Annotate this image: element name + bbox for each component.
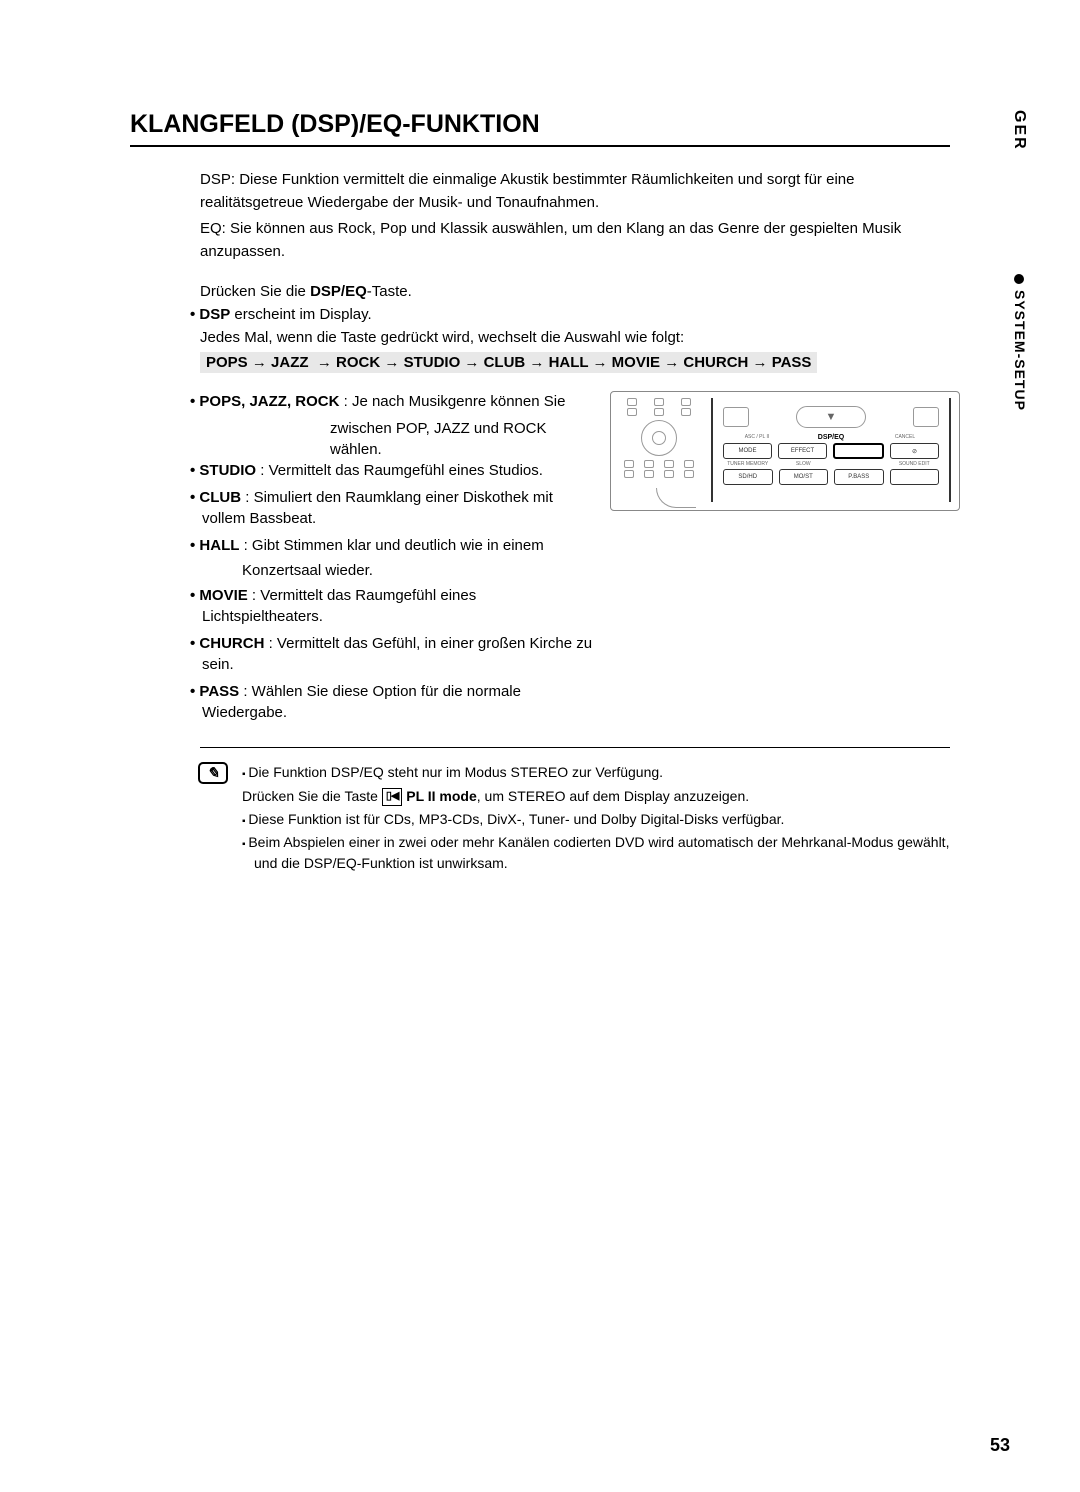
- press-prefix: Drücken Sie die: [200, 283, 310, 300]
- side-tab-language: GER: [1010, 110, 1028, 151]
- seq-7: CHURCH: [683, 354, 748, 371]
- remote-blank-btn: [890, 469, 940, 485]
- rr-l3-2: [834, 461, 884, 467]
- mode-pops-name: POPS, JAZZ, ROCK: [199, 393, 339, 410]
- side-tab-section: SYSTEM-SETUP: [1012, 290, 1028, 411]
- remote-pbass-btn: P.BASS: [834, 469, 884, 485]
- dsp-bold: DSP: [199, 306, 230, 323]
- remote-most-btn: MO/ST: [779, 469, 829, 485]
- notes-section: ✎ Die Funktion DSP/EQ steht nur im Modus…: [200, 747, 950, 873]
- note-2: Diese Funktion ist für CDs, MP3-CDs, Div…: [242, 809, 950, 830]
- mode-hall-name: HALL: [199, 537, 239, 554]
- mode-pass: PASS : Wählen Sie diese Option für die n…: [190, 681, 600, 723]
- note-icon: ✎: [198, 762, 228, 784]
- remote-mode-btn: MODE: [723, 443, 772, 459]
- remote-left-panel: [619, 398, 699, 488]
- remote-diagram: ▼ ASC / PL II DSP/EQ CANCEL MODE EFFECT …: [610, 391, 960, 511]
- seq-3: STUDIO: [404, 354, 461, 371]
- seq-8: PASS: [772, 354, 812, 371]
- section-title: KLANGFELD (DSP)/EQ-FUNKTION: [130, 110, 950, 147]
- seq-6: MOVIE: [612, 354, 660, 371]
- mode-studio-name: STUDIO: [199, 462, 256, 479]
- page-number: 53: [990, 1435, 1010, 1456]
- intro-eq-text: Sie können aus Rock, Pop und Klassik aus…: [200, 220, 901, 260]
- intro-block: DSP: Diese Funktion vermittelt die einma…: [200, 169, 940, 263]
- rr-l3-3: SOUND EDIT: [890, 461, 940, 467]
- remote-dpad: ▼: [796, 406, 866, 428]
- mode-church: CHURCH : Vermittelt das Gefühl, in einer…: [190, 633, 600, 675]
- note-1b-prefix: Drücken Sie die Taste: [242, 788, 382, 804]
- mode-church-name: CHURCH: [199, 635, 264, 652]
- pl-badge-icon: ▯◀: [382, 788, 403, 806]
- modes-list: POPS, JAZZ, ROCK : Je nach Musikgenre kö…: [130, 391, 600, 723]
- rr-l3-1: SLOW: [779, 461, 829, 467]
- rr-l2-1: DSP/EQ: [797, 434, 865, 441]
- remote-cancel-btn: ⊘: [890, 443, 939, 459]
- mode-pops-l1: : Je nach Musikgenre können Sie: [339, 393, 565, 410]
- seq-1: JAZZ: [271, 354, 309, 371]
- note-3: Beim Abspielen einer in zwei oder mehr K…: [242, 832, 950, 873]
- rr-l2-2: CANCEL: [871, 434, 939, 441]
- cycle-intro: Jedes Mal, wenn die Taste gedrückt wird,…: [200, 329, 1010, 346]
- intro-dsp-text: Diese Funktion vermittelt die einmalige …: [200, 171, 854, 211]
- mode-pops: POPS, JAZZ, ROCK : Je nach Musikgenre kö…: [190, 391, 600, 412]
- rr-l3-0: TUNER MEMORY: [723, 461, 773, 467]
- note-1a: Die Funktion DSP/EQ steht nur im Modus S…: [242, 762, 950, 783]
- mode-pops-l3: wählen.: [330, 439, 600, 460]
- intro-dsp: DSP: Diese Funktion vermittelt die einma…: [200, 169, 940, 214]
- press-suffix: -Taste.: [367, 283, 412, 300]
- mode-club-desc: : Simuliert den Raumklang einer Diskothe…: [202, 489, 553, 527]
- mode-movie-name: MOVIE: [199, 587, 247, 604]
- modes-section: POPS, JAZZ, ROCK : Je nach Musikgenre kö…: [130, 391, 960, 723]
- mode-movie: MOVIE : Vermittelt das Raumgefühl eines …: [190, 585, 600, 627]
- mode-hall: HALL : Gibt Stimmen klar und deutlich wi…: [190, 535, 600, 556]
- remote-sdhd-btn: SD/HD: [723, 469, 773, 485]
- sequence-line: POPS → JAZZ → ROCK → STUDIO → CLUB → HAL…: [200, 352, 817, 373]
- rr-l2-0: ASC / PL II: [723, 434, 791, 441]
- note-1b: Drücken Sie die Taste ▯◀ PL II mode, um …: [242, 786, 950, 806]
- mode-studio: STUDIO : Vermittelt das Raumgefühl eines…: [190, 460, 600, 481]
- press-button: DSP/EQ: [310, 283, 367, 300]
- intro-dsp-label: DSP:: [200, 171, 235, 188]
- mode-pass-name: PASS: [199, 683, 239, 700]
- side-bullet-icon: [1014, 274, 1024, 284]
- mode-club: CLUB : Simuliert den Raumklang einer Dis…: [190, 487, 600, 529]
- seq-5: HALL: [549, 354, 589, 371]
- remote-mute-icon: [723, 407, 749, 427]
- mode-pass-desc: : Wählen Sie diese Option für die normal…: [202, 683, 521, 721]
- remote-cable: [656, 488, 696, 508]
- remote-right-panel: ▼ ASC / PL II DSP/EQ CANCEL MODE EFFECT …: [711, 398, 951, 502]
- notes-list: Die Funktion DSP/EQ steht nur im Modus S…: [242, 762, 950, 873]
- seq-0: POPS: [206, 354, 248, 371]
- remote-vol-icon: [913, 407, 939, 427]
- note-1b-badge: PL II mode: [406, 788, 477, 804]
- intro-eq-label: EQ:: [200, 220, 226, 237]
- seq-4: CLUB: [484, 354, 526, 371]
- mode-hall-l1: : Gibt Stimmen klar und deutlich wie in …: [239, 537, 543, 554]
- mode-studio-desc: : Vermittelt das Raumgefühl eines Studio…: [256, 462, 543, 479]
- press-instruction: Drücken Sie die DSP/EQ-Taste.: [200, 283, 1010, 300]
- dsp-display-line: DSP erscheint im Display.: [190, 306, 1010, 323]
- dsp-rest: erscheint im Display.: [230, 306, 371, 323]
- remote-dspeq-btn: [833, 443, 884, 459]
- mode-hall-l2: Konzertsaal wieder.: [242, 562, 600, 579]
- mode-pops-l2: zwischen POP, JAZZ und ROCK: [330, 418, 600, 439]
- seq-2: ROCK: [336, 354, 380, 371]
- intro-eq: EQ: Sie können aus Rock, Pop und Klassik…: [200, 218, 940, 263]
- note-1b-suffix: , um STEREO auf dem Display anzuzeigen.: [477, 788, 749, 804]
- remote-effect-btn: EFFECT: [778, 443, 827, 459]
- mode-club-name: CLUB: [199, 489, 241, 506]
